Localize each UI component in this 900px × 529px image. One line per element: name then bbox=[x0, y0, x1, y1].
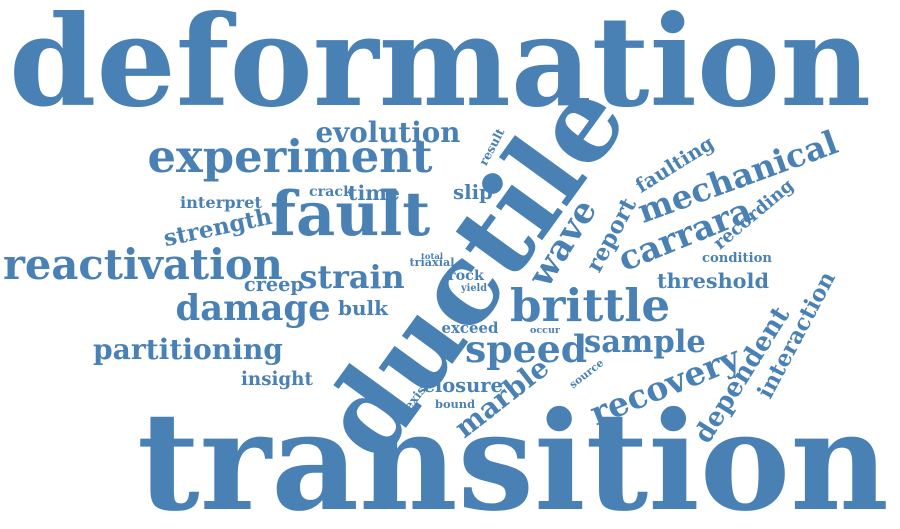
word-time: time bbox=[348, 183, 400, 203]
word-interpret: interpret bbox=[180, 195, 262, 211]
word-condition: condition bbox=[702, 252, 772, 265]
word-yield: yield bbox=[461, 284, 487, 294]
word-damage: damage bbox=[176, 291, 331, 326]
word-deformation: deformation bbox=[9, 0, 871, 124]
word-occur: occur bbox=[530, 326, 560, 336]
word-insight: insight bbox=[241, 371, 313, 389]
word-bound: bound bbox=[435, 399, 475, 410]
word-closure: closure bbox=[423, 376, 503, 395]
word-bulk: bulk bbox=[338, 298, 388, 318]
word-reactivation: reactivation bbox=[3, 244, 283, 286]
word-sample: sample bbox=[584, 327, 706, 358]
word-rock: rock bbox=[448, 269, 484, 283]
word-exceed: exceed bbox=[442, 321, 499, 336]
word-partitioning: partitioning bbox=[93, 336, 283, 364]
word-str-tiny: str bbox=[464, 233, 474, 239]
word-evolution: evolution bbox=[316, 119, 461, 147]
word-crack: crack bbox=[309, 185, 353, 199]
word-creep: creep bbox=[244, 275, 304, 294]
word-brittle: brittle bbox=[510, 283, 670, 328]
word-slip: slip bbox=[453, 183, 493, 203]
word-threshold: threshold bbox=[657, 271, 769, 292]
word-total: total bbox=[421, 252, 443, 260]
word-transition: transition bbox=[137, 394, 889, 529]
